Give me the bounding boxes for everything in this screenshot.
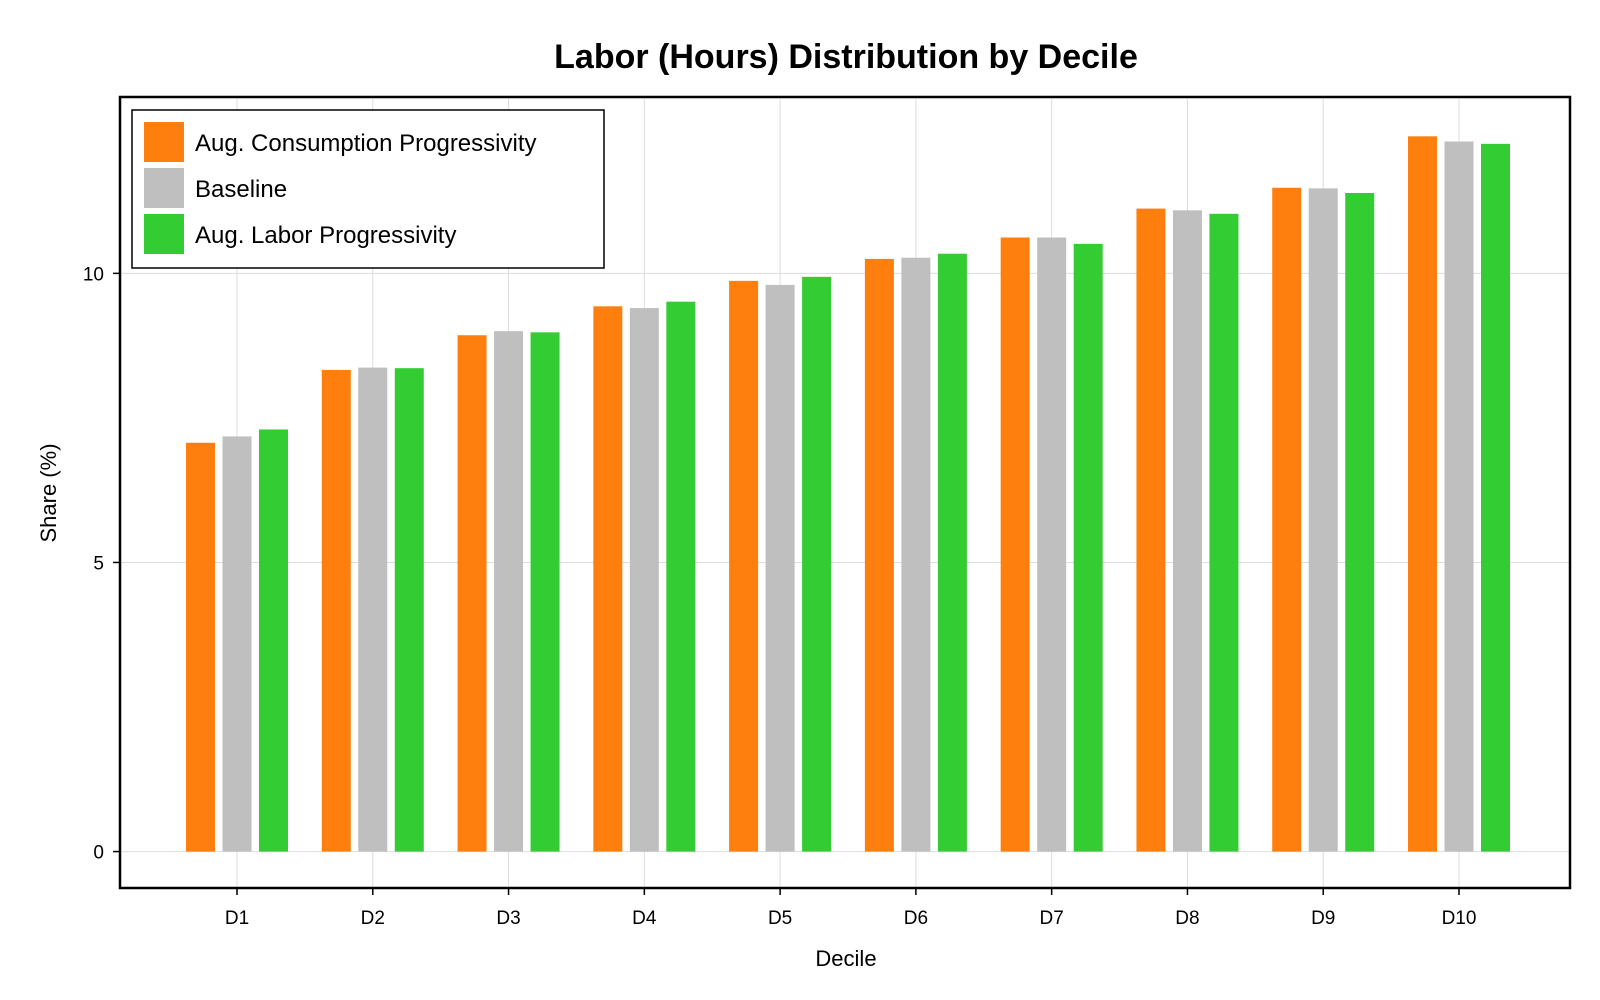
bar-d10-series-1	[1408, 136, 1437, 852]
x-tick-label: D6	[904, 908, 928, 929]
legend-label: Aug. Consumption Progressivity	[195, 130, 536, 157]
legend-swatch	[144, 122, 184, 162]
bar-d2-series-1	[321, 369, 351, 852]
bar-d5-series-2	[765, 284, 795, 852]
x-tick-label: D2	[361, 908, 385, 929]
bar-d9-series-2	[1308, 188, 1338, 852]
bar-d6-series-1	[864, 258, 894, 852]
bar-d10-series-3	[1481, 143, 1510, 852]
bar-d7-series-1	[1000, 237, 1030, 852]
bar-d7-series-3	[1073, 243, 1103, 852]
bar-d7-series-2	[1037, 237, 1067, 852]
bar-d5-series-1	[729, 280, 759, 852]
bar-d2-series-2	[358, 367, 388, 852]
x-tick-label: D8	[1175, 908, 1199, 929]
bar-d6-series-2	[901, 257, 931, 852]
bar-d1-series-2	[222, 436, 252, 852]
y-tick-label: 10	[83, 264, 104, 285]
y-tick-labels: 0 5 10	[83, 264, 120, 864]
legend-box	[131, 109, 605, 269]
x-tick-label: D3	[496, 908, 520, 929]
y-tick-label: 0	[93, 843, 104, 864]
bar-d9-series-3	[1345, 192, 1375, 852]
bar-d1-series-3	[259, 429, 288, 852]
bar-d4-series-1	[593, 306, 623, 852]
bar-d5-series-3	[802, 276, 832, 852]
legend-swatch	[144, 168, 184, 208]
bar-d8-series-3	[1209, 213, 1239, 852]
bar-d4-series-3	[666, 301, 696, 852]
bar-d3-series-1	[457, 335, 487, 852]
bar-d1-series-1	[186, 442, 215, 852]
chart-title: Labor (Hours) Distribution by Decile	[554, 38, 1138, 76]
x-tick-label: D4	[632, 908, 657, 929]
x-tick-label: D9	[1311, 908, 1335, 929]
legend-label: Baseline	[195, 176, 287, 203]
bar-d9-series-1	[1272, 187, 1302, 852]
bar-d3-series-3	[530, 332, 560, 852]
legend: Aug. Consumption Progressivity Baseline Au…	[131, 109, 605, 269]
x-tick-label: D10	[1442, 908, 1477, 929]
bar-d8-series-2	[1172, 210, 1202, 852]
x-tick-label: D1	[225, 908, 249, 929]
x-tick-labels: D1 D2 D3 D4 D5 D6 D7 D8 D9 D10	[225, 888, 1477, 929]
x-axis-label: Decile	[815, 946, 876, 971]
y-tick-label: 5	[93, 553, 104, 574]
plot-frame	[118, 95, 1572, 890]
bar-d2-series-3	[394, 368, 424, 852]
bar-d8-series-1	[1136, 208, 1166, 852]
legend-label: Aug. Labor Progressivity	[195, 222, 456, 249]
bar-groups	[186, 136, 1510, 852]
bar-d3-series-2	[494, 331, 524, 852]
bar-d4-series-2	[629, 308, 659, 852]
bar-d6-series-3	[937, 253, 967, 852]
y-axis-label: Share (%)	[36, 443, 61, 542]
x-tick-label: D5	[768, 908, 792, 929]
bar-d10-series-2	[1444, 141, 1474, 852]
legend-swatch	[144, 214, 184, 254]
x-tick-label: D7	[1040, 908, 1064, 929]
